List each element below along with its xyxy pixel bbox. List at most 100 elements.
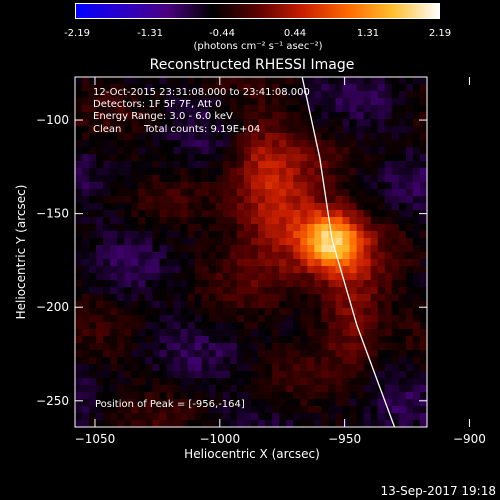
heatmap-cell [300,315,308,323]
heatmap-cell [293,301,301,309]
heatmap-cell [82,84,90,92]
heatmap-cell [412,231,421,239]
heatmap-cell [335,154,343,162]
heatmap-cell [307,98,315,106]
heatmap-cell [173,357,181,365]
heatmap-cell [89,343,97,351]
heatmap-cell [117,119,125,127]
heatmap-cell [293,280,301,288]
heatmap-cell [145,266,153,274]
heatmap-cell [349,273,357,281]
heatmap-cell [279,406,287,414]
heatmap-cell [145,308,153,316]
heatmap-cell [215,392,224,400]
heatmap-cell [117,378,125,386]
heatmap-cell [194,217,203,225]
heatmap-cell [377,231,386,239]
y-axis: −250−200−150−100 [36,113,427,408]
heatmap-cell [293,308,301,316]
heatmap-cell [405,91,414,99]
heatmap-cell [187,203,196,211]
heatmap-cell [229,392,238,400]
heatmap-cell [349,245,357,253]
heatmap-cell [187,210,196,218]
heatmap-cell [208,231,217,239]
heatmap-cell [194,385,203,393]
heatmap-cell [335,119,343,127]
heatmap-cell [412,371,421,379]
heatmap-cell [321,308,329,316]
heatmap-cell [124,98,132,106]
heatmap-cell [145,112,153,120]
heatmap-cell [187,182,196,190]
heatmap-cell [314,350,322,358]
heatmap-cell [124,140,132,148]
heatmap-cell [229,182,238,190]
heatmap-cell [103,350,111,358]
heatmap-cell [321,287,329,295]
heatmap-cell [377,84,386,92]
heatmap-cell [419,175,428,183]
heatmap-cell [349,147,357,155]
heatmap-cell [89,357,97,365]
heatmap-cell [272,252,280,260]
heatmap-cell [321,147,329,155]
heatmap-cell [124,189,132,197]
heatmap-cell [363,231,372,239]
heatmap-cell [96,189,104,197]
heatmap-cell [251,399,259,407]
heatmap-cell [356,364,365,372]
heatmap-cell [349,357,357,365]
heatmap-cell [363,280,372,288]
heatmap-cell [75,273,83,281]
heatmap-cell [384,336,393,344]
heatmap-cell [419,140,428,148]
heatmap-cell [159,259,167,267]
heatmap-cell [180,224,189,232]
heatmap-cell [279,378,287,386]
heatmap-cell [363,287,372,295]
heatmap-cell [215,84,224,92]
heatmap-cell [251,147,259,155]
heatmap-cell [314,119,322,127]
heatmap-cell [349,161,357,169]
heatmap-cell [103,189,111,197]
heatmap-cell [194,224,203,232]
heatmap-cell [173,280,181,288]
heatmap-cell [75,413,83,421]
heatmap-cell [180,77,189,85]
heatmap-cell [391,413,400,421]
heatmap-cell [131,406,139,414]
heatmap-cell [251,406,259,414]
heatmap-cell [82,364,90,372]
heatmap-cell [152,378,160,386]
heatmap-cell [222,322,231,330]
heatmap-cell [159,98,167,106]
heatmap-cell [258,336,266,344]
heatmap-cell [293,231,301,239]
heatmap-cell [236,133,245,141]
heatmap-cell [110,147,118,155]
heatmap-cell [145,399,153,407]
heatmap-cell [405,189,414,197]
heatmap-cell [173,399,181,407]
heatmap-cell [391,77,400,85]
heatmap-cell [405,294,414,302]
heatmap-cell [124,224,132,232]
heatmap-cell [82,252,90,260]
heatmap-cell [314,392,322,400]
heatmap-cell [180,392,189,400]
heatmap-cell [96,266,104,274]
heatmap-cell [405,357,414,365]
heatmap-cell [131,182,139,190]
heatmap-cell [229,98,238,106]
heatmap-cell [159,238,167,246]
heatmap-cell [138,301,146,309]
heatmap-cell [279,175,287,183]
heatmap-cell [335,147,343,155]
heatmap-cell [187,245,196,253]
heatmap-cell [152,175,160,183]
heatmap-cell [173,322,181,330]
heatmap-cell [321,413,329,421]
heatmap-cell [300,420,308,428]
